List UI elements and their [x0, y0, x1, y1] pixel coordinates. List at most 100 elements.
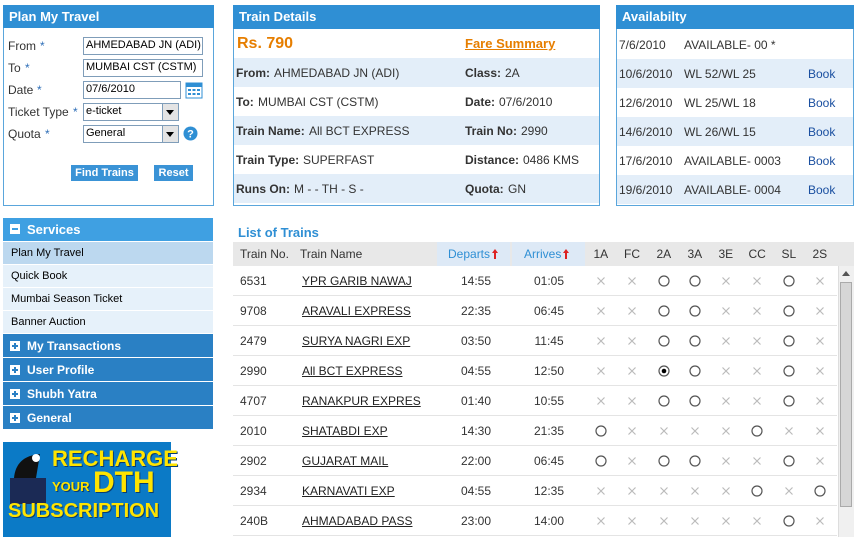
- menu-item[interactable]: Plan My Travel: [3, 242, 213, 264]
- detail-label: Distance:: [465, 153, 520, 167]
- class-radio[interactable]: [689, 395, 701, 407]
- select-arrow[interactable]: [162, 125, 179, 143]
- field-input[interactable]: MUMBAI CST (CSTM): [83, 59, 203, 77]
- help-icon[interactable]: ?: [183, 126, 198, 141]
- class-radio[interactable]: [783, 305, 795, 317]
- class-header: SL: [781, 247, 797, 261]
- class-radio[interactable]: [751, 485, 763, 497]
- class-radio[interactable]: [658, 275, 670, 287]
- detail-value: GN: [508, 182, 526, 196]
- train-no: 2934: [240, 484, 267, 498]
- field-input[interactable]: e-ticket: [83, 103, 179, 121]
- class-unavailable: [722, 397, 730, 405]
- class-radio[interactable]: [658, 305, 670, 317]
- book-link[interactable]: Book: [808, 125, 836, 139]
- menu-item[interactable]: Mumbai Season Ticket: [3, 288, 213, 310]
- class-radio[interactable]: [689, 275, 701, 287]
- class-unavailable: [628, 427, 636, 435]
- arrives: 12:35: [534, 484, 565, 498]
- menu-item[interactable]: Quick Book: [3, 265, 213, 287]
- class-radio[interactable]: [783, 395, 795, 407]
- field-input[interactable]: General: [83, 125, 179, 143]
- find-button[interactable]: Find Trains: [71, 165, 138, 181]
- menu-section[interactable]: My Transactions: [3, 334, 213, 357]
- class-unavailable: [785, 487, 793, 495]
- column-header[interactable]: Departs: [448, 247, 491, 261]
- class-radio[interactable]: [658, 395, 670, 407]
- class-radio[interactable]: [658, 365, 670, 377]
- field-input[interactable]: 07/6/2010: [83, 81, 181, 99]
- avail-status: WL 52/WL 25: [684, 67, 756, 81]
- class-radio[interactable]: [658, 335, 670, 347]
- detail-value: 2A: [505, 66, 520, 80]
- train-name[interactable]: SHATABDI EXP: [302, 424, 388, 438]
- class-unavailable: [628, 487, 636, 495]
- class-unavailable: [597, 397, 605, 405]
- class-radio[interactable]: [783, 275, 795, 287]
- row-bg: [234, 116, 599, 145]
- class-unavailable: [597, 277, 605, 285]
- column-header: Train No.: [240, 247, 289, 261]
- banner-text: DTH: [93, 466, 155, 499]
- class-radio[interactable]: [783, 365, 795, 377]
- class-radio[interactable]: [783, 455, 795, 467]
- column-header[interactable]: Arrives: [524, 247, 562, 261]
- scroll-thumb[interactable]: [840, 282, 852, 507]
- train-name[interactable]: RANAKPUR EXPRES: [302, 394, 421, 408]
- avail-status: AVAILABLE- 0003: [684, 154, 781, 168]
- class-radio[interactable]: [595, 455, 607, 467]
- avail-date: 12/6/2010: [619, 96, 673, 110]
- arrives: 06:45: [534, 304, 565, 318]
- avail-date: 14/6/2010: [619, 125, 673, 139]
- reset-button[interactable]: Reset: [154, 165, 193, 181]
- class-radio[interactable]: [658, 455, 670, 467]
- train-name[interactable]: ARAVALI EXPRESS: [302, 304, 411, 318]
- row-line: [233, 475, 837, 476]
- book-link[interactable]: Book: [808, 96, 836, 110]
- train-name[interactable]: AHMADABAD PASS: [302, 514, 413, 528]
- train-name[interactable]: GUJARAT MAIL: [302, 454, 389, 468]
- class-radio[interactable]: [595, 425, 607, 437]
- row-line: [233, 505, 837, 506]
- class-radio[interactable]: [751, 425, 763, 437]
- calendar-icon[interactable]: [185, 81, 203, 99]
- avail-date: 17/6/2010: [619, 154, 673, 168]
- class-unavailable: [753, 307, 761, 315]
- fare-link[interactable]: Fare Summary: [465, 36, 556, 51]
- train-no: 240B: [240, 514, 269, 528]
- menu-section[interactable]: User Profile: [3, 358, 213, 381]
- class-unavailable: [753, 277, 761, 285]
- class-radio[interactable]: [689, 455, 701, 467]
- field-label: Quota: [8, 127, 41, 141]
- class-unavailable: [691, 427, 699, 435]
- train-no: 2479: [240, 334, 267, 348]
- departs: 04:55: [461, 364, 492, 378]
- class-radio[interactable]: [783, 515, 795, 527]
- class-radio[interactable]: [783, 335, 795, 347]
- menu-section[interactable]: Shubh Yatra: [3, 382, 213, 405]
- select-arrow[interactable]: [162, 103, 179, 121]
- train-name[interactable]: All BCT EXPRESS: [302, 364, 403, 378]
- field-label: Date: [8, 83, 34, 97]
- class-radio[interactable]: [689, 305, 701, 317]
- class-radio[interactable]: [814, 485, 826, 497]
- class-unavailable: [816, 367, 824, 375]
- book-link[interactable]: Book: [808, 183, 836, 197]
- train-name[interactable]: KARNAVATI EXP: [302, 484, 395, 498]
- fare: Rs. 790: [237, 35, 294, 52]
- avail-status: WL 25/WL 18: [684, 96, 756, 110]
- book-link[interactable]: Book: [808, 154, 836, 168]
- scroll-up[interactable]: [840, 268, 852, 280]
- class-radio[interactable]: [689, 335, 701, 347]
- train-name[interactable]: SURYA NAGRI EXP: [302, 334, 411, 348]
- banner-text: SUBSCRIPTION: [8, 500, 160, 522]
- class-unavailable: [628, 337, 636, 345]
- class-radio[interactable]: [689, 365, 701, 377]
- book-link[interactable]: Book: [808, 67, 836, 81]
- menu-item[interactable]: Banner Auction: [3, 311, 213, 333]
- menu-section[interactable]: General: [3, 406, 213, 429]
- detail-value: MUMBAI CST (CSTM): [258, 95, 379, 109]
- train-name[interactable]: YPR GARIB NAWAJ: [302, 274, 412, 288]
- class-unavailable: [597, 367, 605, 375]
- field-input[interactable]: AHMEDABAD JN (ADI): [83, 37, 203, 55]
